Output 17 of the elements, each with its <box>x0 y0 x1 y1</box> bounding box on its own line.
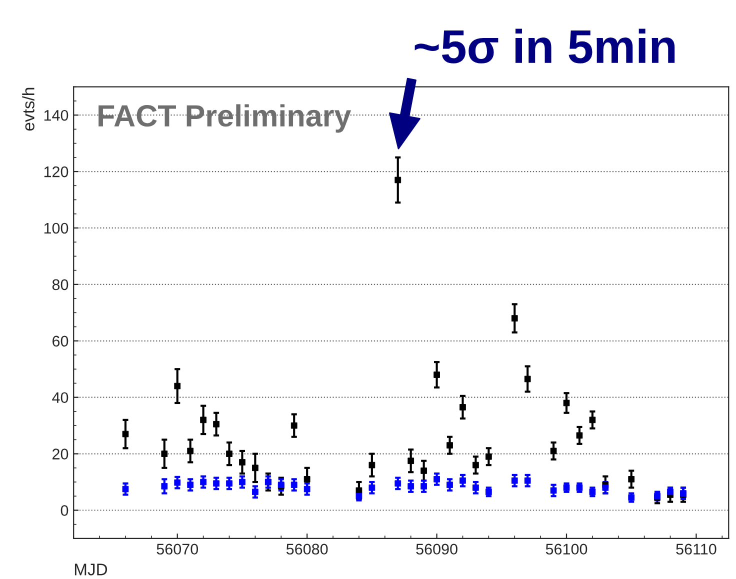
x-tick-label: 56100 <box>546 544 588 555</box>
x-tick-label: 56080 <box>286 544 328 555</box>
y-tick-label: 120 <box>44 166 68 178</box>
y-tick-label: 80 <box>52 279 68 290</box>
y-tick-label: 0 <box>60 505 68 516</box>
annotation: ~5σ in 5min <box>414 28 675 64</box>
y-tick-label: 40 <box>52 392 68 404</box>
y-tick-label: 140 <box>44 110 68 121</box>
x-tick-label: 56070 <box>156 544 198 555</box>
y-tick-label: 20 <box>52 448 68 460</box>
y-tick-label: 60 <box>52 336 68 347</box>
y-axis-title: evts/h <box>22 88 34 131</box>
x-axis-title: MJD <box>74 564 108 576</box>
x-tick-label: 56090 <box>416 544 458 555</box>
x-tick-label: 56110 <box>676 544 716 555</box>
annotation: FACT Preliminary <box>98 104 352 133</box>
y-tick-label: 100 <box>44 222 68 234</box>
